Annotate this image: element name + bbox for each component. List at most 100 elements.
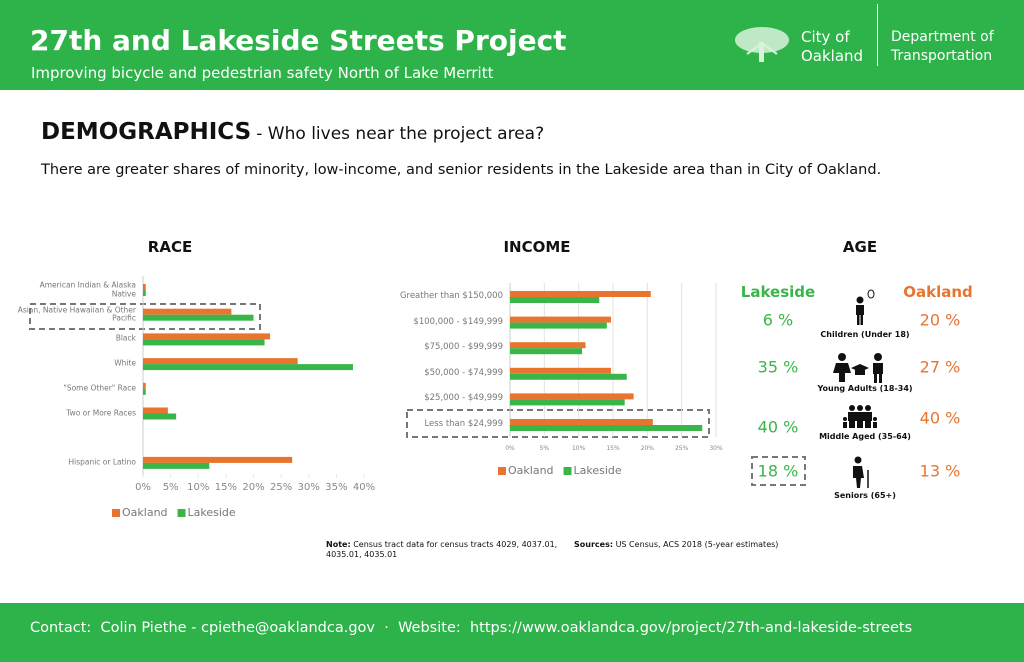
bar [510, 297, 600, 303]
oakland-value: 20 % [919, 310, 961, 330]
category-label: Black [115, 334, 136, 344]
age-group: Middle Aged (35-64) [819, 432, 911, 441]
legend-label: Lakeside [187, 506, 236, 519]
bar [143, 382, 146, 389]
x-tick-label: 30% [709, 445, 723, 452]
highlight-box [29, 303, 261, 330]
category-label: Less than $24,999 [424, 419, 503, 430]
highlight-box [406, 409, 710, 438]
age-group: Children (Under 18) [820, 330, 910, 339]
bar [143, 290, 146, 296]
category-label: Asian, Native Hawaiian & Other Pacific [17, 305, 136, 323]
category-label: $75,000 - $99,999 [424, 342, 503, 353]
bar [510, 425, 703, 431]
sources: Sources: US Census, ACS 2018 (5-year est… [574, 540, 778, 549]
title: 27th and Lakeside Streets Project [30, 24, 567, 57]
legend-swatch [563, 467, 572, 475]
x-tick-label: 10% [187, 482, 210, 493]
column-header: Lakeside [740, 283, 816, 301]
x-tick-label: 5% [539, 445, 550, 452]
subtitle: Improving bicycle and pedestrian safety … [31, 64, 494, 82]
heading: DEMOGRAPHICS [41, 119, 252, 145]
bar [143, 456, 293, 463]
bar [143, 314, 254, 321]
bar [510, 373, 627, 380]
bar [510, 291, 651, 297]
logo-text: Oakland [801, 47, 864, 65]
x-tick-label: 25% [674, 445, 689, 452]
x-tick-label: 20% [640, 445, 654, 452]
category-label: $25,000 - $49,999 [424, 393, 503, 404]
bar [143, 284, 146, 290]
category-label: Two or More Races [66, 408, 136, 418]
category-label: $100,000 - $149,999 [413, 316, 503, 327]
header [0, 0, 1024, 90]
column-header: Oakland [903, 283, 973, 301]
oakland-value: 27 % [919, 357, 961, 377]
legend-swatch [498, 467, 506, 475]
section-heading: DEMOGRAPHICS - Who lives near the projec… [41, 119, 544, 145]
lakeside-value: 35 % [757, 357, 799, 377]
logo-text: Department of [891, 29, 994, 45]
legend-label: Oakland [122, 506, 168, 519]
logo-city: City of Oakland [801, 28, 863, 66]
contact: Colin Piethe - cpiethe@oaklandca.gov [100, 620, 376, 636]
category-label: Greather than $150,000 [399, 291, 503, 302]
category-label: Hispanic or Latino [68, 457, 136, 467]
legend-label: Oakland [508, 464, 554, 477]
category-label: American Indian & Alaska Native [39, 280, 136, 298]
logo-text: City of [801, 28, 850, 46]
bar [143, 462, 210, 469]
x-tick-label: 35% [325, 482, 348, 493]
bar [143, 358, 298, 365]
x-tick-label: 0% [135, 482, 151, 493]
x-tick-label: 20% [242, 482, 265, 493]
legend-label: Lakeside [573, 464, 622, 477]
bar [510, 367, 611, 374]
summary: There are greater shares of minority, lo… [41, 162, 882, 178]
x-tick-label: 0% [505, 445, 515, 452]
x-tick-label: 25% [270, 482, 293, 493]
logo-tree [735, 27, 789, 62]
website[interactable]: https://www.oaklandca.gov/project/27th-a… [469, 620, 913, 636]
age-title: AGE [842, 238, 878, 256]
bar [510, 419, 653, 425]
note: Note: Census tract data for census tract… [326, 540, 561, 560]
oakland-value: 13 % [919, 461, 961, 481]
lakeside-value: 18 % [757, 461, 799, 481]
footer [0, 603, 1024, 662]
divider [877, 4, 878, 66]
bar [510, 342, 586, 349]
age-group: Young Adults (18-34) [817, 384, 913, 393]
bar [510, 393, 634, 400]
bar [510, 316, 611, 323]
x-tick-label: 5% [162, 482, 179, 493]
x-tick-label: 15% [606, 445, 620, 452]
lakeside-value: 40 % [757, 417, 799, 437]
age-icons [833, 289, 883, 488]
logo-text: Transportation [891, 48, 993, 64]
x-tick-label: 15% [214, 482, 237, 493]
bar [510, 348, 583, 355]
contact-label: Contact: [30, 620, 92, 636]
x-tick-label: 30% [297, 482, 320, 493]
category-label: White [114, 358, 136, 368]
footer-text: Contact: Colin Piethe - cpiethe@oaklandc… [30, 620, 913, 636]
sources-label: Sources: [574, 540, 614, 549]
age-group: Seniors (65+) [834, 491, 896, 500]
category-label: $50,000 - $74,999 [424, 367, 503, 378]
logo-department: Department of Transportation [891, 28, 994, 66]
x-tick-label: 40% [352, 482, 376, 493]
bar [143, 364, 353, 371]
bar [510, 322, 607, 329]
chart-title: INCOME [503, 238, 571, 256]
website-label: Website: [398, 620, 461, 636]
legend-swatch [177, 509, 186, 517]
lakeside-value: 6 % [762, 310, 794, 330]
bar [143, 333, 271, 340]
bar [143, 413, 177, 420]
sources-text: US Census, ACS 2018 (5-year estimates) [615, 540, 779, 549]
category-label: "Some Other" Race [63, 383, 136, 393]
